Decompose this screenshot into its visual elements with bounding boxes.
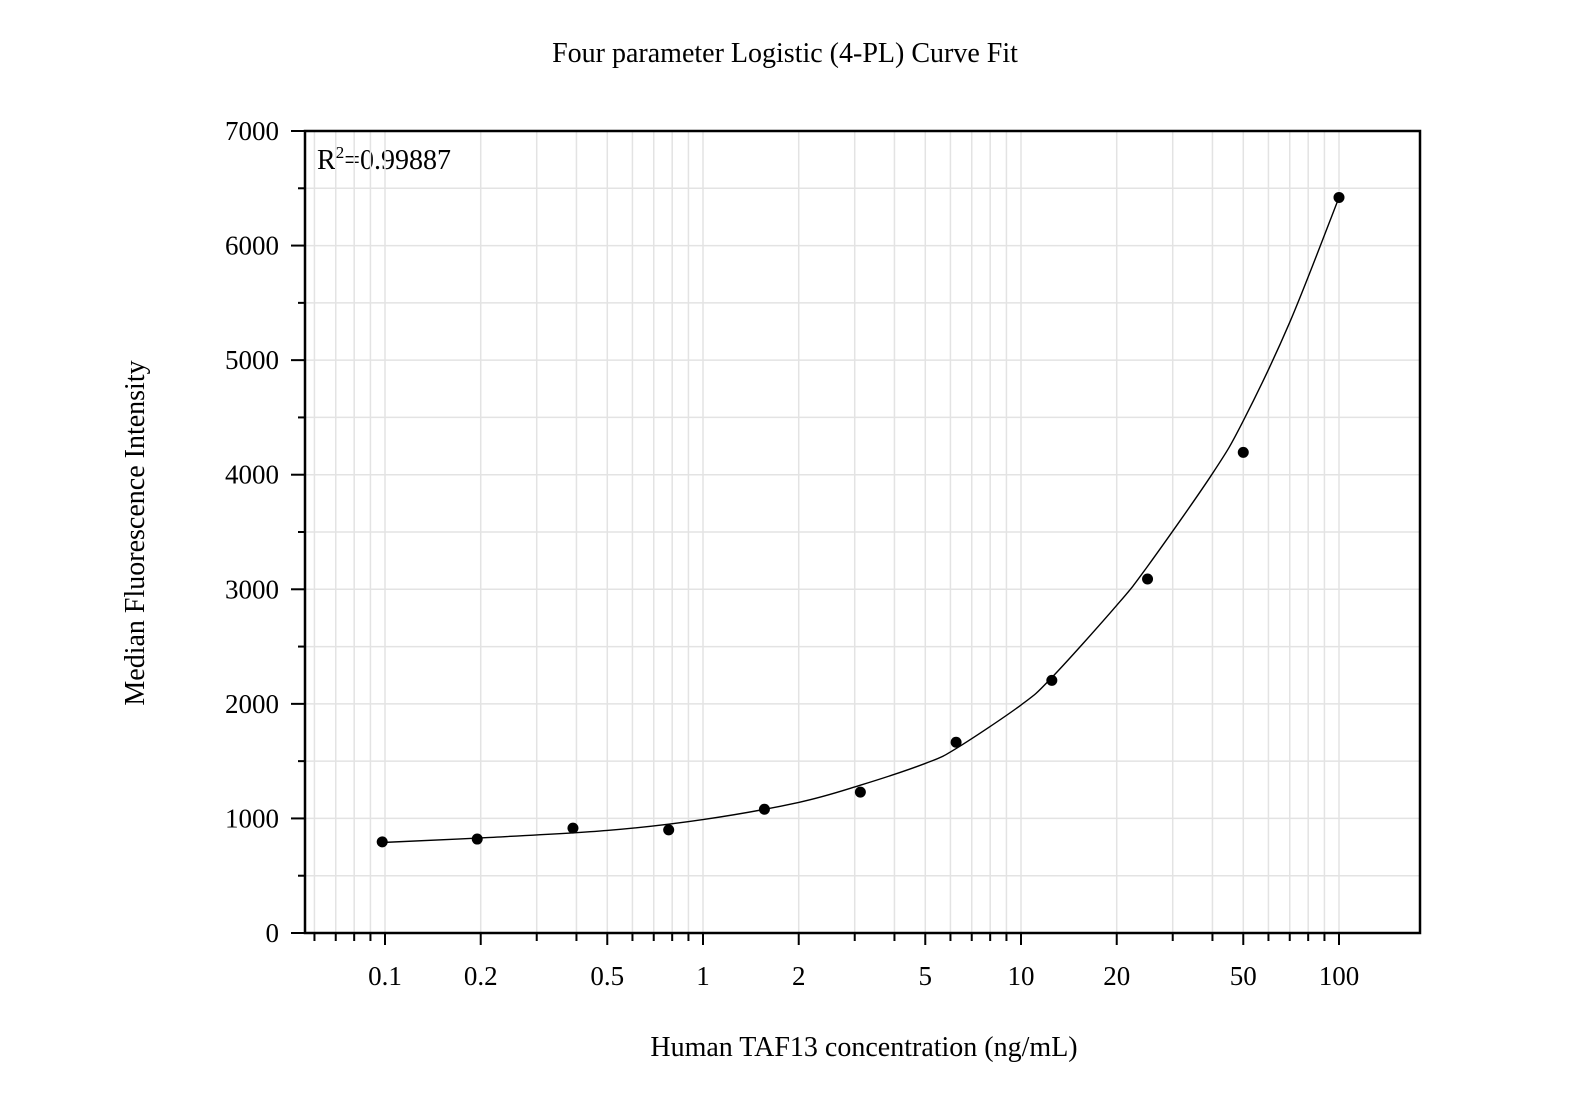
data-point [950,736,962,748]
y-tick-label: 5000 [225,345,279,375]
data-point [1046,674,1058,686]
x-axis-label: Human TAF13 concentration (ng/mL) [650,1032,1078,1063]
x-tick-label: 5 [919,961,933,991]
data-point [1237,446,1249,458]
data-point [376,836,388,848]
y-tick-label: 6000 [225,231,279,261]
data-point [663,824,675,836]
y-tick-label: 3000 [225,574,279,604]
data-points [376,191,1345,848]
r-squared-annotation: R2=0.99887 [317,143,451,176]
x-tick-label: 100 [1319,961,1360,991]
y-tick-label: 4000 [225,460,279,490]
data-point [1142,573,1154,585]
fit-curve [382,197,1340,844]
data-point [471,833,483,845]
y-tick-label: 0 [266,918,280,948]
x-tick-label: 0.1 [368,961,402,991]
x-tick-label: 1 [696,961,710,991]
y-tick-label: 1000 [225,803,279,833]
y-tick-label: 7000 [225,116,279,146]
data-point [758,803,770,815]
x-tick-label: 2 [792,961,806,991]
x-tick-label: 20 [1103,961,1130,991]
x-tick-label: 10 [1008,961,1035,991]
x-tick-label: 0.5 [590,961,624,991]
axis-ticks: 0 1000 2000 3000 4000 5000 6000 7000 0.1 0.2 0.5 1 2… [225,116,1359,991]
chart-title: Four parameter Logistic (4-PL) Curve Fit [552,38,1018,69]
data-point [567,822,579,834]
x-tick-label: 0.2 [464,961,498,991]
data-point [1333,191,1345,203]
x-tick-label: 50 [1230,961,1257,991]
grid-lines [305,131,1420,933]
data-point [854,786,866,798]
y-tick-label: 2000 [225,689,279,719]
